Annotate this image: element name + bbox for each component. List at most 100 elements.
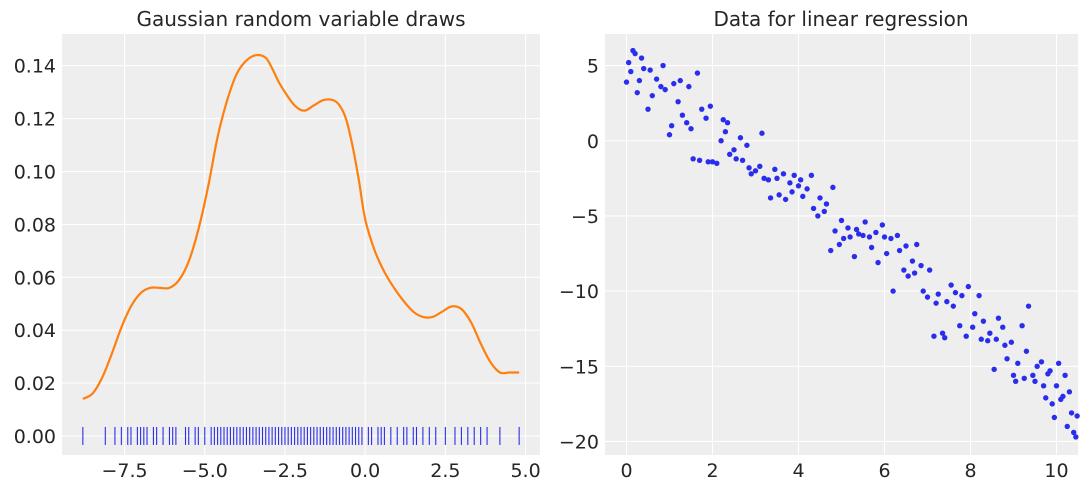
scatter-point — [888, 235, 894, 242]
scatter-point — [1062, 372, 1068, 379]
scatter-point — [791, 172, 797, 179]
scatter-marks — [623, 47, 1080, 440]
scatter-point — [776, 192, 782, 198]
scatter-point — [645, 106, 651, 112]
scatter-point — [1053, 383, 1060, 389]
scatter-point — [965, 283, 972, 290]
scatter-point — [625, 59, 632, 66]
scatter-point — [797, 177, 804, 183]
scatter-point — [1010, 372, 1017, 379]
scatter-point — [675, 98, 681, 105]
scatter-point — [1043, 395, 1049, 401]
scatter-point — [795, 183, 802, 189]
scatter-point — [804, 186, 810, 192]
scatter-point — [800, 193, 806, 200]
scatter-point — [1073, 434, 1079, 440]
scatter-point — [987, 330, 993, 336]
scatter-point — [628, 68, 634, 75]
x-tick-label: 2.5 — [430, 460, 460, 482]
scatter-point — [1071, 429, 1077, 436]
y-tick-label: 0.12 — [14, 109, 56, 131]
scatter-point — [690, 156, 696, 162]
scatter-point — [727, 151, 733, 157]
kde-density-line — [82, 53, 520, 400]
scatter-point — [767, 195, 774, 201]
scatter-point — [838, 217, 845, 224]
scatter-point — [944, 298, 950, 305]
scatter-point — [746, 165, 752, 171]
scatter-point — [903, 243, 909, 249]
scatter-point — [1023, 348, 1030, 354]
scatter-point — [772, 166, 778, 173]
x-tick-label: 0 — [620, 460, 632, 482]
x-tick-label: 6 — [878, 460, 890, 482]
scatter-point — [733, 156, 739, 162]
scatter-point — [969, 324, 976, 330]
scatter-point — [787, 180, 793, 186]
scatter-point — [832, 228, 838, 234]
scatter-point — [914, 241, 920, 248]
scatter-point — [851, 253, 858, 260]
y-tick-label: −15 — [559, 356, 599, 378]
scatter-point — [739, 157, 746, 163]
scatter-point — [1038, 359, 1045, 365]
scatter-point — [942, 335, 948, 341]
scatter-point — [752, 168, 759, 174]
scatter-point — [862, 219, 868, 225]
scatter-point — [714, 160, 720, 167]
scatter-point — [875, 259, 881, 266]
kde-grid — [62, 34, 540, 455]
y-tick-label: 0.00 — [14, 426, 56, 448]
scatter-point — [737, 135, 744, 141]
scatter-point — [976, 292, 982, 299]
scatter-point — [1047, 368, 1053, 374]
scatter-point — [636, 77, 643, 84]
scatter-point — [1032, 378, 1038, 385]
x-tick-label: −5.0 — [182, 460, 228, 482]
scatter-point — [963, 333, 969, 339]
scatter-point — [1034, 363, 1040, 369]
scatter-point — [918, 262, 924, 269]
scatter-point — [668, 123, 675, 129]
scatter-point — [1004, 356, 1010, 362]
scatter-point — [638, 55, 645, 61]
scatter-point — [950, 303, 956, 309]
scatter-point — [985, 338, 991, 344]
y-tick-label: 0.14 — [14, 56, 56, 78]
x-tick-label: 8 — [964, 460, 976, 482]
scatter-point — [641, 65, 647, 72]
scatter-point — [1008, 339, 1015, 345]
scatter-point — [688, 126, 694, 132]
scatter-point — [1002, 342, 1008, 348]
scatter-point — [939, 330, 946, 336]
scatter-point — [724, 120, 731, 126]
scatter-point — [759, 130, 765, 136]
scatter-point — [991, 366, 997, 372]
scatter-point — [993, 336, 999, 342]
scatter-point — [980, 318, 987, 324]
scatter-point — [1055, 360, 1062, 366]
scatter-point — [935, 291, 941, 297]
scatter-point — [995, 315, 1002, 321]
y-tick-label: 0 — [587, 131, 599, 153]
scatter-point — [1030, 372, 1036, 379]
x-tick-label: 5.0 — [510, 460, 540, 482]
scatter-point — [1049, 401, 1055, 407]
scatter-point — [677, 77, 683, 84]
scatter-point — [952, 289, 959, 296]
scatter-point — [757, 163, 763, 170]
scatter-chart-panel: 0 2 4 6 8 10 5 0 −5 −10 −15 −20 Data for linear re… — [559, 7, 1080, 482]
scatter-point — [634, 89, 640, 96]
scatter-point — [840, 235, 847, 242]
scatter-point — [828, 247, 834, 254]
scatter-point — [761, 175, 767, 182]
scatter-point — [873, 229, 879, 236]
scatter-point — [959, 292, 965, 299]
scatter-point — [853, 226, 860, 233]
scatter-point — [905, 273, 911, 279]
y-tick-label: 0.04 — [14, 320, 56, 342]
x-tick-label: −2.5 — [262, 460, 308, 482]
scatter-point — [699, 106, 705, 112]
scatter-point — [845, 225, 851, 231]
scatter-chart-title: Data for linear regression — [713, 7, 968, 31]
